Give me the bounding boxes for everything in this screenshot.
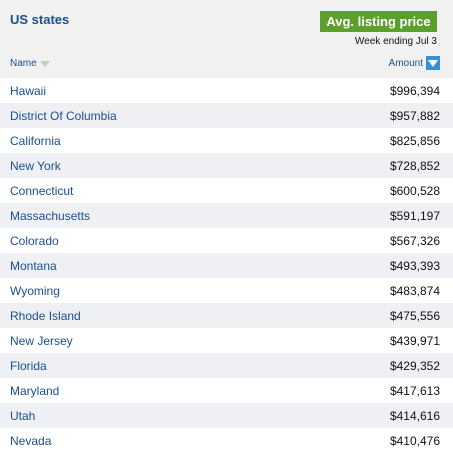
sort-icon — [426, 56, 440, 70]
state-link[interactable]: Utah — [10, 408, 36, 423]
state-link[interactable]: Hawaii — [10, 83, 47, 98]
table-row: Colorado $567,326 — [0, 228, 453, 253]
state-link[interactable]: New York — [10, 158, 61, 173]
column-label: Amount — [388, 57, 423, 69]
table-row: California $825,856 — [0, 128, 453, 153]
amount: $600,528 — [389, 183, 440, 198]
amount: $429,352 — [389, 358, 440, 373]
amount: $483,874 — [389, 283, 440, 298]
state-link[interactable]: Montana — [10, 258, 57, 273]
table-row: Massachusetts $591,197 — [0, 203, 453, 228]
state-link[interactable]: Connecticut — [10, 183, 74, 198]
table-row: Utah $414,616 — [0, 403, 453, 428]
table-row: New Jersey $439,971 — [0, 328, 453, 353]
header: US states Avg. listing price Week ending… — [0, 0, 453, 78]
sort-icon — [39, 60, 50, 67]
state-link[interactable]: Massachusetts — [10, 208, 91, 223]
amount: $996,394 — [389, 83, 440, 98]
table-row: Rhode Island $475,556 — [0, 303, 453, 328]
table-row: Montana $493,393 — [0, 253, 453, 278]
amount: $475,556 — [389, 308, 440, 323]
amount: $493,393 — [389, 258, 440, 273]
state-link[interactable]: Rhode Island — [10, 308, 81, 323]
table-body: Hawaii $996,394 District Of Columbia $957,8… — [0, 78, 453, 453]
title: US states — [10, 12, 70, 27]
amount: $728,852 — [389, 158, 440, 173]
amount: $439,971 — [389, 333, 440, 348]
table-row: District Of Columbia $957,882 — [0, 103, 453, 128]
column-label: Name — [10, 58, 37, 69]
amount: $414,616 — [389, 408, 440, 423]
amount: $825,856 — [389, 133, 440, 148]
amount: $417,613 — [389, 383, 440, 398]
state-link[interactable]: Nevada — [10, 433, 52, 448]
table-row: New York $728,852 — [0, 153, 453, 178]
state-link[interactable]: California — [10, 133, 61, 148]
state-link[interactable]: Wyoming — [10, 283, 60, 298]
state-link[interactable]: New Jersey — [10, 333, 73, 348]
state-link[interactable]: Florida — [10, 358, 47, 373]
column-header[interactable]: Name — [10, 58, 50, 69]
subtitle: Week ending Jul 3 — [354, 36, 437, 47]
table-row: Nevada $410,476 — [0, 428, 453, 453]
amount: $567,326 — [389, 233, 440, 248]
state-link[interactable]: District Of Columbia — [10, 108, 117, 123]
state-link[interactable]: Maryland — [10, 383, 60, 398]
table-row: Hawaii $996,394 — [0, 78, 453, 103]
table-row: Wyoming $483,874 — [0, 278, 453, 303]
amount: $957,882 — [389, 108, 440, 123]
table-row: Connecticut $600,528 — [0, 178, 453, 203]
amount: $591,197 — [389, 208, 440, 223]
badge: Avg. listing price — [320, 11, 437, 32]
table-row: Florida $429,352 — [0, 353, 453, 378]
amount: $410,476 — [389, 433, 440, 448]
column-header[interactable]: Amount — [389, 56, 440, 70]
state-link[interactable]: Colorado — [10, 233, 59, 248]
table-row: Maryland $417,613 — [0, 378, 453, 403]
